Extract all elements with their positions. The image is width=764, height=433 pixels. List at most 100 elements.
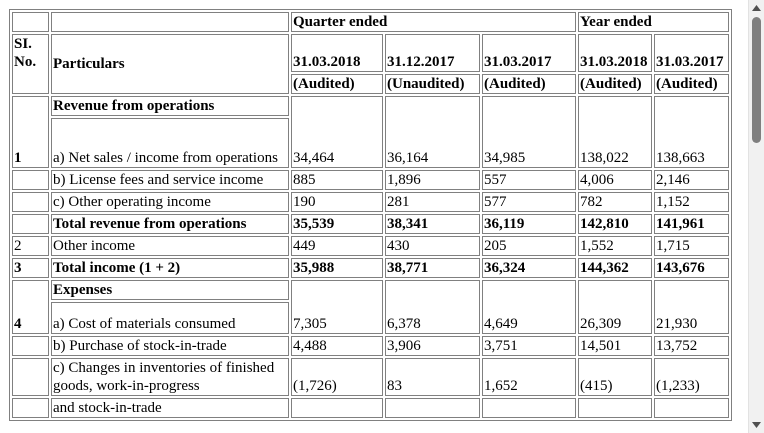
row-label-continued: and stock-in-trade	[51, 398, 289, 418]
value-cell: 14,501	[578, 336, 652, 356]
vertical-scrollbar[interactable]	[748, 0, 764, 433]
sl-no	[12, 398, 49, 418]
value-cell: 35,988	[291, 258, 383, 278]
row-label: b) License fees and service income	[51, 170, 289, 190]
value-cell: 281	[385, 192, 480, 212]
value-cell: 885	[291, 170, 383, 190]
sl-no: 4	[12, 280, 49, 334]
table-row: a) Cost of materials consumed	[12, 302, 729, 334]
audit-status: (Audited)	[291, 74, 383, 94]
section-title: Revenue from operations	[51, 96, 289, 116]
value-cell: 38,771	[385, 258, 480, 278]
value-cell: 2,146	[654, 170, 729, 190]
value-cell: 1,896	[385, 170, 480, 190]
row-label: a) Net sales / income from operations	[51, 118, 289, 168]
date-header: 31.03.2018	[578, 34, 652, 72]
value-cell: 205	[482, 236, 576, 256]
row-label: c) Other operating income	[51, 192, 289, 212]
value-cell: 36,324	[482, 258, 576, 278]
value-cell: 34,985	[482, 96, 576, 168]
value-cell: 36,164	[385, 96, 480, 168]
value-cell	[291, 398, 383, 418]
value-cell: 4,488	[291, 336, 383, 356]
audit-status: (Audited)	[654, 74, 729, 94]
value-cell: 141,961	[654, 214, 729, 234]
audit-status: (Audited)	[482, 74, 576, 94]
year-ended-header: Year ended	[578, 12, 729, 32]
value-cell: 430	[385, 236, 480, 256]
table-row: c) Changes in inventories of finished go…	[12, 358, 729, 396]
value-cell: 35,539	[291, 214, 383, 234]
value-cell: 7,305	[291, 280, 383, 334]
blank-cell	[12, 12, 49, 32]
table-row: 4 Expenses 7,305 6,378 4,649 26,309 21,9…	[12, 280, 729, 334]
sl-no: 3	[12, 258, 49, 278]
value-cell: 142,810	[578, 214, 652, 234]
header-row-period: Quarter ended Year ended	[12, 12, 729, 32]
sl-no	[12, 358, 49, 396]
row-label: Other income	[51, 236, 289, 256]
results-viewport: Quarter ended Year ended SI. No. Particu…	[9, 9, 732, 421]
financial-results-table: Quarter ended Year ended SI. No. Particu…	[9, 9, 732, 421]
value-cell: 1,652	[482, 358, 576, 396]
value-cell: (1,726)	[291, 358, 383, 396]
table-row: and stock-in-trade	[12, 398, 729, 418]
value-cell: 38,341	[385, 214, 480, 234]
value-cell: 449	[291, 236, 383, 256]
value-cell: 36,119	[482, 214, 576, 234]
value-cell: 138,022	[578, 96, 652, 168]
scroll-down-icon[interactable]	[749, 417, 764, 433]
sl-no: 1	[12, 96, 49, 168]
table-row: Total revenue from operations 35,539 38,…	[12, 214, 729, 234]
value-cell: 34,464	[291, 96, 383, 168]
particulars-header: Particulars	[51, 34, 289, 94]
value-cell: 577	[482, 192, 576, 212]
table-row: 1 Revenue from operations 34,464 36,164 …	[12, 96, 729, 168]
value-cell: 4,006	[578, 170, 652, 190]
audit-status: (Audited)	[578, 74, 652, 94]
scrollbar-thumb[interactable]	[752, 17, 761, 143]
value-cell	[654, 398, 729, 418]
quarter-ended-header: Quarter ended	[291, 12, 576, 32]
row-label: Total revenue from operations	[51, 214, 289, 234]
table-row: c) Other operating income 190 281 577 78…	[12, 192, 729, 212]
sl-no	[12, 170, 49, 190]
value-cell: 190	[291, 192, 383, 212]
sl-no	[12, 192, 49, 212]
value-cell: 143,676	[654, 258, 729, 278]
sl-no-header: SI. No.	[12, 34, 49, 94]
value-cell: 13,752	[654, 336, 729, 356]
value-cell: 4,649	[482, 280, 576, 334]
scroll-up-icon[interactable]	[749, 0, 764, 16]
value-cell: 1,152	[654, 192, 729, 212]
audit-status: (Unaudited)	[385, 74, 480, 94]
value-cell: 21,930	[654, 280, 729, 334]
value-cell: 26,309	[578, 280, 652, 334]
section-title: Expenses	[51, 280, 289, 300]
value-cell: 1,715	[654, 236, 729, 256]
table-row: b) License fees and service income 885 1…	[12, 170, 729, 190]
table-row: a) Net sales / income from operations	[12, 118, 729, 168]
sl-no	[12, 336, 49, 356]
value-cell	[385, 398, 480, 418]
value-cell: 557	[482, 170, 576, 190]
date-header: 31.12.2017	[385, 34, 480, 72]
sl-no	[12, 214, 49, 234]
table-row: 3 Total income (1 + 2) 35,988 38,771 36,…	[12, 258, 729, 278]
value-cell: 1,552	[578, 236, 652, 256]
table-row: 2 Other income 449 430 205 1,552 1,715	[12, 236, 729, 256]
header-row-dates: SI. No. Particulars 31.03.2018 31.12.201…	[12, 34, 729, 94]
value-cell	[578, 398, 652, 418]
header-row-audit: (Audited) (Unaudited) (Audited) (Audited…	[12, 74, 729, 94]
value-cell: 782	[578, 192, 652, 212]
row-label: b) Purchase of stock-in-trade	[51, 336, 289, 356]
value-cell: (1,233)	[654, 358, 729, 396]
row-label: c) Changes in inventories of finished go…	[51, 358, 289, 396]
date-header: 31.03.2018	[291, 34, 383, 72]
value-cell: 6,378	[385, 280, 480, 334]
sl-no: 2	[12, 236, 49, 256]
value-cell: (415)	[578, 358, 652, 396]
value-cell: 138,663	[654, 96, 729, 168]
row-label: a) Cost of materials consumed	[51, 302, 289, 334]
blank-cell	[51, 12, 289, 32]
